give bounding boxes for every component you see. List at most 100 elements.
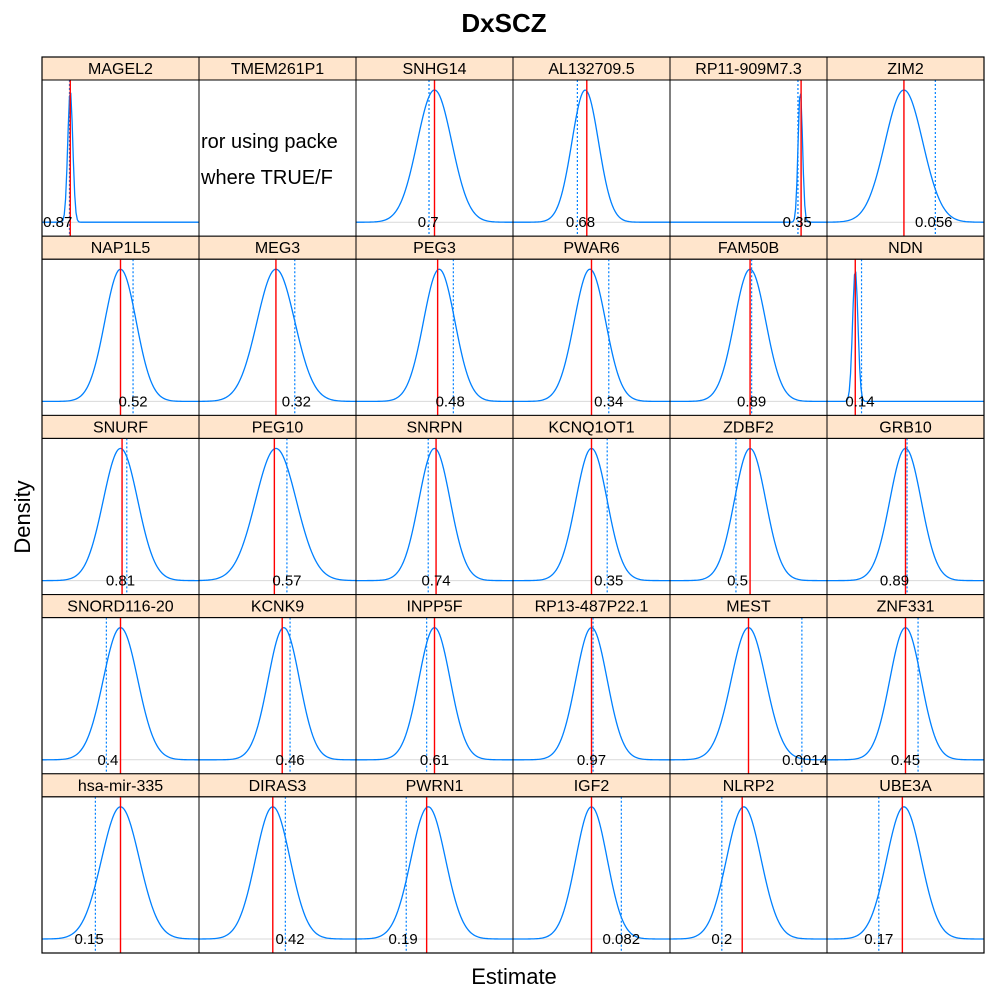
panel-zdbf2: ZDBF2 0.5	[669, 414, 828, 596]
plot-area: 0.61	[356, 617, 513, 774]
p-value-label: 0.46	[275, 752, 304, 769]
panel-border	[355, 258, 514, 416]
p-value-label: 0.2	[711, 931, 732, 948]
strip-label: INPP5F	[406, 599, 462, 616]
p-value-label: 0.74	[421, 573, 450, 590]
outer-frame	[41, 56, 985, 954]
plot-area: 0.81	[42, 438, 199, 595]
plot-area: 0.15	[42, 796, 199, 953]
panel-nlrp2: NLRP2 0.2	[669, 773, 828, 954]
panel-snhg14: SNHG14 0.7	[355, 56, 514, 237]
p-value-label: 0.35	[594, 573, 623, 590]
p-value-label: 0.52	[118, 393, 147, 410]
strip-label: SNURF	[93, 419, 148, 436]
strip-label: MEST	[726, 599, 771, 616]
p-value-label: 0.15	[74, 931, 103, 948]
panel-al132709-5: AL132709.5 0.68	[512, 56, 671, 237]
x-axis-label: Estimate	[471, 964, 557, 989]
panel-magel2: MAGEL2 0.87	[41, 56, 200, 237]
density-curve	[356, 268, 513, 403]
panel-kcnq1ot1: KCNQ1OT1 0.35	[512, 414, 671, 596]
strip-label: hsa-mir-335	[78, 778, 163, 795]
panel-border	[826, 796, 985, 954]
plot-area: 0.52	[42, 259, 199, 416]
p-value-label: 0.61	[420, 752, 449, 769]
panel-diras3: DIRAS3 0.42	[198, 773, 357, 954]
p-value-label: 0.68	[566, 214, 595, 231]
panel-hsa-mir-335: hsa-mir-335 0.15	[41, 773, 200, 954]
panel-snrpn: SNRPN 0.74	[355, 414, 514, 596]
strip-label: PWRN1	[406, 778, 464, 795]
panel-mest: MEST 0.0014	[669, 594, 828, 775]
panel-border	[669, 796, 828, 954]
plot-area: 0.89	[670, 259, 827, 416]
density-curve	[670, 806, 827, 940]
panel-border	[41, 437, 200, 596]
p-value-label: 0.082	[603, 931, 641, 948]
chart-title: DxSCZ	[461, 8, 546, 38]
strip-label: ZNF331	[877, 599, 935, 616]
strip-label: MEG3	[255, 240, 300, 257]
density-curve	[827, 806, 984, 940]
p-value-label: 0.42	[275, 931, 304, 948]
panel-inpp5f: INPP5F 0.61	[355, 594, 514, 775]
error-message-line: ror using packe	[201, 131, 338, 153]
strip-label: ZIM2	[887, 61, 924, 78]
p-value-label: 0.17	[864, 931, 893, 948]
panel-border	[355, 437, 514, 596]
plot-area: 0.48	[356, 259, 513, 416]
p-value-label: 0.4	[98, 752, 119, 769]
panel-zim2: ZIM2 0.056	[826, 56, 985, 237]
plot-area: 0.2	[670, 796, 827, 953]
panel-grb10: GRB10 0.89	[826, 414, 985, 596]
plot-area: 0.4	[42, 617, 199, 774]
strip-label: PWAR6	[563, 240, 619, 257]
p-value-label: 0.32	[282, 393, 311, 410]
p-value-label: 0.5	[727, 573, 748, 590]
plot-area: 0.14	[827, 259, 984, 416]
density-curve	[513, 89, 670, 223]
panel-border	[198, 258, 357, 416]
strip-label: IGF2	[574, 778, 610, 795]
panel-peg10: PEG10 0.57	[198, 414, 357, 596]
panel-tmem261p1: TMEM261P1 ror using packe where TRUE/F	[198, 56, 357, 237]
strip-label: KCNQ1OT1	[548, 419, 634, 436]
panel-pwrn1: PWRN1 0.19	[355, 773, 514, 954]
panel-ndn: NDN 0.14	[826, 235, 985, 416]
plot-area: 0.7	[356, 80, 513, 237]
plot-area: 0.35	[513, 438, 670, 595]
strip-label: AL132709.5	[548, 61, 634, 78]
p-value-label: 0.0014	[782, 752, 828, 769]
panel-ube3a: UBE3A 0.17	[826, 773, 985, 954]
p-value-label: 0.89	[737, 393, 766, 410]
plot-area: 0.35	[670, 80, 827, 237]
panel-border	[41, 79, 200, 237]
p-value-label: 0.81	[106, 573, 135, 590]
density-curve	[199, 268, 356, 403]
density-curve	[199, 447, 356, 582]
plot-area: ror using packe where TRUE/F	[200, 131, 338, 189]
density-curve	[827, 89, 984, 223]
strip-label: NAP1L5	[91, 240, 151, 257]
strip-label: KCNK9	[251, 599, 304, 616]
strip-label: NDN	[888, 240, 923, 257]
panel-znf331: ZNF331 0.45	[826, 594, 985, 775]
strip-label: RP13-487P22.1	[535, 599, 649, 616]
strip-label: PEG10	[252, 419, 304, 436]
strip-label: ZDBF2	[723, 419, 774, 436]
density-curve	[42, 447, 199, 582]
p-value-label: 0.89	[880, 573, 909, 590]
density-curve	[199, 626, 356, 761]
p-value-label: 0.35	[783, 214, 812, 231]
panel-border	[826, 79, 985, 237]
plot-area: 0.97	[513, 617, 670, 774]
p-value-label: 0.48	[436, 393, 465, 410]
panel-rp11-909m7-3: RP11-909M7.3 0.35	[669, 56, 828, 237]
plot-area: 0.74	[356, 438, 513, 595]
strip-label: UBE3A	[879, 778, 932, 795]
panel-border	[669, 258, 828, 416]
density-curve	[356, 806, 513, 940]
plot-area: 0.5	[670, 438, 827, 595]
plot-area: 0.57	[199, 438, 356, 595]
strip-label: GRB10	[879, 419, 932, 436]
